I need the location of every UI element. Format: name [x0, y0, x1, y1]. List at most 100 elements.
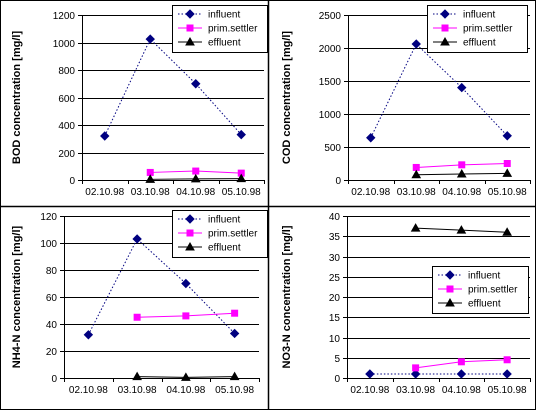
- legend-marker-prim.settler: [186, 229, 194, 237]
- data-point-prim.settler: [412, 163, 420, 171]
- legend-marker-influent: [445, 270, 455, 280]
- x-tick-label: 05.10.98: [488, 187, 527, 198]
- data-point-prim.settler: [412, 364, 420, 372]
- y-tick-label: 40: [46, 320, 58, 331]
- data-point-effluent: [236, 173, 247, 183]
- data-point-influent: [457, 82, 467, 93]
- x-tick-label: 03.10.98: [131, 187, 170, 198]
- legend: influent prim.settler effluent: [172, 5, 268, 53]
- data-point-effluent: [410, 223, 421, 232]
- legend-marker-effluent: [185, 36, 195, 46]
- data-point-influent: [502, 369, 512, 379]
- data-point-effluent: [132, 371, 142, 381]
- y-tick-label: 2500: [319, 11, 342, 22]
- y-axis-label: NH4-N concentration [mg/l]: [11, 225, 23, 368]
- y-tick-label: 400: [58, 121, 75, 132]
- legend-label-effluent: effluent: [463, 38, 496, 49]
- data-point-effluent: [411, 169, 422, 179]
- data-point-influent: [411, 39, 421, 49]
- data-point-prim.settler: [133, 313, 141, 321]
- y-tick-label: 15: [329, 313, 341, 324]
- legend-label-prim.settler: prim.settler: [468, 285, 518, 296]
- data-point-influent: [181, 278, 191, 289]
- legend-marker-influent: [185, 9, 195, 19]
- x-tick-label: 04.10.98: [166, 385, 205, 396]
- data-point-influent: [229, 328, 240, 339]
- x-tick-label: 02.10.98: [350, 385, 389, 396]
- y-axis-label: BOD concentration [mg/l]: [11, 31, 23, 165]
- data-point-influent: [83, 330, 94, 340]
- y-tick-label: 60: [46, 293, 58, 304]
- y-tick-label: 80: [46, 266, 58, 277]
- legend-label-influent: influent: [463, 10, 495, 21]
- legend-label-influent: influent: [468, 271, 500, 282]
- y-tick-label: 20: [329, 293, 341, 304]
- y-tick-label: 1000: [319, 110, 342, 121]
- chart-panel-4: 0 5 10 15 20 25 30 35 40 02.10.98 03.10.98 04.10.98…: [281, 212, 531, 396]
- data-point-effluent: [456, 225, 467, 234]
- legend-marker-effluent: [445, 297, 455, 307]
- data-point-influent: [366, 133, 376, 143]
- y-tick-label: 40: [329, 212, 341, 223]
- data-point-influent: [410, 369, 421, 379]
- y-tick-label: 0: [51, 374, 57, 385]
- x-tick-label: 04.10.98: [176, 187, 215, 198]
- legend-marker-effluent: [440, 36, 450, 46]
- chart-panel-3: 0 20 40 60 80 100 120 02.10.98 03.10.98 04.10.98 0…: [11, 210, 268, 396]
- chart-panel-2: 0 500 1000 1500 2000 2500 02.10.98 03.10.98 04.1…: [281, 5, 531, 198]
- data-point-prim.settler: [182, 312, 190, 320]
- legend-label-prim.settler: prim.settler: [208, 229, 258, 240]
- legend-marker-prim.settler: [441, 24, 449, 32]
- y-tick-label: 200: [58, 149, 75, 160]
- y-tick-label: 0: [335, 176, 341, 187]
- legend-label-prim.settler: prim.settler: [463, 24, 513, 35]
- y-tick-label: 10: [329, 334, 341, 345]
- legend: influent prim.settler effluent: [432, 266, 529, 314]
- data-point-influent: [100, 131, 110, 141]
- legend-label-effluent: effluent: [208, 38, 241, 49]
- data-point-influent: [132, 234, 142, 244]
- data-point-influent: [502, 131, 512, 141]
- y-axis-label: NO3-N concentration [mg/l]: [281, 225, 293, 368]
- data-point-effluent: [502, 227, 512, 236]
- data-point-effluent: [456, 169, 467, 178]
- y-tick-label: 100: [40, 239, 57, 250]
- x-tick-label: 02.10.98: [69, 385, 108, 396]
- y-tick-label: 0: [69, 176, 75, 187]
- y-tick-label: 5: [334, 354, 340, 365]
- series-line-influent: [104, 38, 242, 137]
- y-axis-label: COD concentration [mg/l]: [281, 31, 293, 165]
- data-point-effluent: [502, 168, 513, 177]
- data-point-prim.settler: [458, 161, 466, 169]
- data-point-prim.settler: [192, 167, 200, 175]
- legend-label-effluent: effluent: [468, 299, 501, 310]
- legend-label-prim.settler: prim.settler: [208, 24, 258, 35]
- y-tick-label: 35: [329, 232, 341, 243]
- legend-marker-influent: [440, 9, 450, 19]
- y-tick-label: 0: [334, 374, 340, 385]
- x-tick-label: 03.10.98: [396, 385, 435, 396]
- data-point-influent: [236, 129, 246, 140]
- data-point-effluent: [229, 371, 240, 381]
- y-tick-label: 2000: [319, 44, 342, 55]
- data-point-prim.settler: [231, 309, 239, 317]
- y-tick-label: 1500: [319, 77, 342, 88]
- legend-label-influent: influent: [208, 215, 240, 226]
- data-point-effluent: [181, 372, 191, 381]
- x-tick-label: 03.10.98: [397, 187, 436, 198]
- y-tick-label: 600: [58, 94, 75, 105]
- y-tick-label: 500: [324, 143, 341, 154]
- data-point-effluent: [145, 174, 156, 183]
- y-tick-label: 25: [329, 273, 341, 284]
- x-tick-label: 02.10.98: [351, 187, 390, 198]
- x-tick-label: 03.10.98: [118, 385, 157, 396]
- legend-label-influent: influent: [208, 10, 240, 21]
- series-line-influent: [87, 238, 235, 336]
- data-point-influent: [365, 369, 375, 379]
- legend-label-effluent: effluent: [208, 243, 241, 254]
- x-tick-label: 04.10.98: [442, 385, 481, 396]
- data-point-influent: [456, 369, 467, 379]
- legend-marker-prim.settler: [186, 24, 194, 32]
- y-tick-label: 20: [46, 347, 58, 358]
